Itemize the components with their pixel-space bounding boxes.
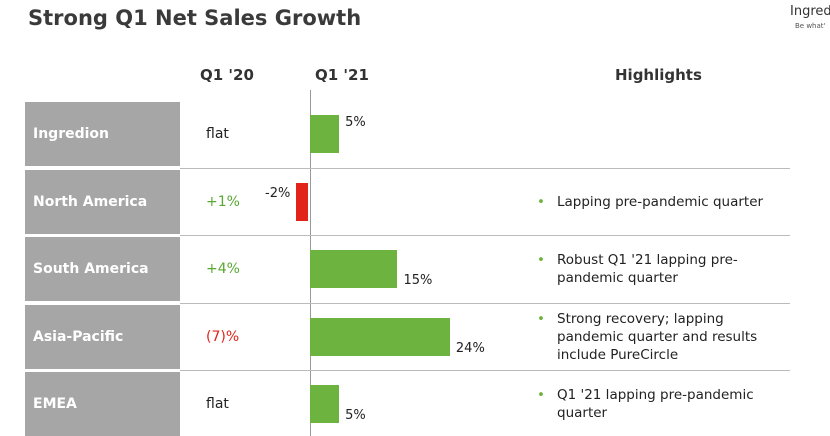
logo-tagline: Be what' [795, 22, 826, 30]
bar [310, 385, 340, 423]
q1-20-value: +4% [206, 261, 240, 277]
bar-label: 5% [345, 408, 366, 423]
bar [310, 115, 340, 153]
header-highlights: Highlights [615, 66, 702, 84]
row-separator [180, 167, 790, 169]
q1-20-value: (7)% [206, 328, 240, 345]
row-label: Asia-Pacific [25, 304, 180, 369]
q1-20-value: flat [206, 126, 229, 142]
highlights: Q1 '21 lapping pre-pandemic quarter [537, 372, 787, 436]
bar-label: -2% [265, 186, 291, 201]
highlights: Lapping pre-pandemic quarter [537, 170, 787, 234]
row-separator [180, 302, 790, 304]
row-label: EMEA [25, 372, 180, 436]
highlight-item: Robust Q1 '21 lapping pre-pandemic quart… [537, 251, 787, 287]
highlight-item: Strong recovery; lapping pandemic quarte… [537, 310, 787, 364]
highlight-item: Q1 '21 lapping pre-pandemic quarter [537, 386, 787, 422]
highlight-item: Lapping pre-pandemic quarter [537, 193, 787, 211]
row-label: North America [25, 169, 180, 234]
title: Strong Q1 Net Sales Growth [28, 6, 362, 30]
highlights: Robust Q1 '21 lapping pre-pandemic quart… [537, 237, 787, 301]
bar-label: 15% [403, 273, 433, 288]
bar [310, 317, 450, 356]
header-q1-21: Q1 '21 [315, 66, 369, 84]
q1-20-value: +1% [206, 193, 240, 210]
highlights: Strong recovery; lapping pandemic quarte… [537, 305, 787, 369]
header-q1-20: Q1 '20 [200, 66, 254, 84]
q1-20-value: flat [206, 396, 229, 412]
logo-name: Ingred [790, 4, 830, 19]
row-label: South America [25, 237, 180, 301]
row-separator [180, 370, 790, 371]
bar [310, 250, 398, 288]
row-label: Ingredion [25, 102, 180, 166]
bar-label: 5% [345, 115, 366, 130]
bar-label: 24% [455, 340, 485, 356]
bar [296, 182, 308, 221]
row-separator [180, 235, 790, 236]
